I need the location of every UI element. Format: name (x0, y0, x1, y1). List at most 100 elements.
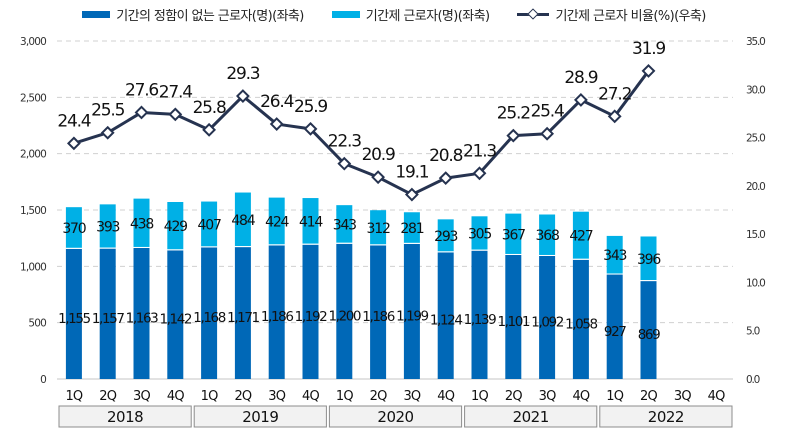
ratio-marker-diamond (168, 107, 183, 122)
x-tick-label: 3Q (268, 389, 285, 404)
legend-item-fixed-term: 기간제 근로자(명)(좌축) (331, 5, 490, 24)
ratio-label: 24.4 (57, 111, 90, 131)
bar-fixed-term (336, 205, 353, 243)
year-box (328, 405, 463, 428)
x-tick-label: 3Q (539, 389, 556, 404)
right-axis-tick-label: 30.0 (746, 84, 765, 96)
bar-labels: 1,155 370 1,157 393 1,163 438 1,142 429 1,168 407… (58, 213, 662, 343)
x-tick-label: 4Q (302, 389, 319, 404)
ratio-line (66, 64, 656, 202)
ratio-label: 27.4 (159, 82, 192, 102)
ratio-marker-diamond (303, 121, 318, 136)
ratio-marker-diamond (66, 136, 81, 151)
bar-fixed-term (471, 216, 488, 250)
ratio-label: 20.9 (362, 145, 395, 165)
x-tick-label: 4Q (167, 389, 184, 404)
ratio-marker-diamond (472, 166, 487, 181)
ratio-label: 22.3 (328, 132, 361, 152)
bar-label-permanent: 869 (638, 327, 660, 343)
bars (65, 192, 657, 379)
year-box (464, 405, 598, 428)
ratio-marker-diamond (100, 125, 115, 140)
bar-permanent (437, 252, 454, 379)
legend-label-fixed-term: 기간제 근로자(명)(좌축) (365, 8, 490, 24)
ratio-marker-diamond (337, 156, 352, 171)
x-tick-label: 2Q (505, 389, 522, 404)
bar-fixed-term (539, 214, 556, 255)
ratio-label: 25.2 (497, 104, 530, 124)
bar-label-fixed-term: 484 (231, 213, 255, 229)
x-tick-label: 4Q (572, 389, 589, 404)
chart-legend: 기간의 정함이 없는 근로자(명)(좌축) 기간제 근로자(명)(좌축) 기간제… (0, 3, 788, 25)
x-tick-label: 1Q (65, 389, 82, 404)
bar-label-permanent: 1,058 (565, 316, 597, 332)
ratio-marker-diamond (573, 92, 588, 107)
bar-label-fixed-term: 429 (164, 219, 187, 235)
ratio-marker-diamond (404, 187, 419, 202)
bar-permanent (403, 243, 420, 379)
x-tick-label: 2Q (99, 389, 116, 404)
legend-label-permanent: 기간의 정함이 없는 근로자(명)(좌축) (116, 8, 304, 24)
bar-label-fixed-term: 407 (198, 217, 221, 233)
bar-permanent (539, 255, 556, 379)
legend-swatch-permanent (82, 10, 111, 18)
bar-label-fixed-term: 343 (603, 248, 626, 264)
bar-fixed-term (167, 202, 184, 250)
bar-permanent (640, 281, 657, 379)
ratio-label: 27.2 (598, 84, 631, 104)
bar-permanent (201, 247, 218, 379)
ratio-marker-diamond (641, 64, 656, 78)
left-axis-tick-label: 500 (28, 318, 46, 330)
bar-permanent (65, 248, 82, 379)
bar-permanent (370, 245, 387, 379)
bar-label-permanent: 1,171 (227, 310, 259, 326)
legend-swatch-fixed-term (331, 10, 360, 18)
ratio-label: 25.5 (91, 101, 124, 121)
right-axis-tick-label: 35.0 (746, 36, 765, 48)
bar-permanent (336, 243, 353, 379)
left-axis-tick-label: 2,000 (20, 149, 46, 161)
bar-permanent (99, 248, 116, 379)
bar-label-fixed-term: 370 (62, 221, 85, 237)
bar-label-fixed-term: 393 (96, 220, 119, 236)
x-tick-label: 1Q (606, 389, 623, 404)
bar-fixed-term (201, 201, 218, 247)
ratio-label: 25.4 (531, 102, 564, 122)
right-axis-tick-label: 20.0 (746, 181, 765, 193)
bar-label-fixed-term: 396 (637, 252, 661, 268)
bar-permanent (234, 247, 251, 379)
bar-fixed-term (302, 198, 319, 244)
left-axis-tick-label: 1,500 (20, 205, 46, 217)
x-tick-label: 1Q (201, 389, 218, 404)
x-tick-label: 2Q (234, 389, 251, 404)
ratio-label: 26.4 (260, 92, 293, 112)
ratio-marker-diamond (202, 122, 217, 137)
bar-label-permanent: 1,157 (92, 311, 124, 327)
bar-fixed-term (640, 236, 657, 281)
bar-label-fixed-term: 438 (130, 216, 153, 232)
bar-fixed-term (99, 204, 116, 248)
year-box (193, 405, 327, 428)
bar-label-fixed-term: 305 (468, 226, 491, 242)
bar-label-permanent: 1,101 (497, 314, 529, 330)
bar-fixed-term (437, 219, 454, 252)
legend-item-permanent: 기간의 정함이 없는 근로자(명)(좌축) (82, 5, 304, 24)
bar-label-fixed-term: 368 (536, 228, 559, 244)
bar-fixed-term (133, 198, 150, 247)
x-tick-label: 3Q (674, 389, 691, 404)
ratio-label: 25.9 (294, 97, 327, 117)
bar-fixed-term (234, 192, 251, 247)
bar-label-fixed-term: 312 (367, 221, 390, 237)
bar-label-permanent: 1,139 (464, 312, 496, 328)
bar-label-permanent: 1,192 (295, 309, 327, 325)
bar-label-permanent: 1,186 (362, 309, 394, 325)
x-tick-label: 4Q (437, 389, 454, 404)
year-label: 2022 (648, 408, 684, 426)
bar-label-fixed-term: 281 (400, 221, 423, 237)
right-axis-tick-label: 0.0 (746, 374, 760, 386)
ratio-marker-diamond (607, 109, 622, 124)
bar-fixed-term (572, 211, 589, 259)
ratio-label: 28.9 (564, 68, 597, 88)
left-axis-tick-label: 2,500 (20, 92, 46, 104)
bar-fixed-term (606, 235, 623, 274)
